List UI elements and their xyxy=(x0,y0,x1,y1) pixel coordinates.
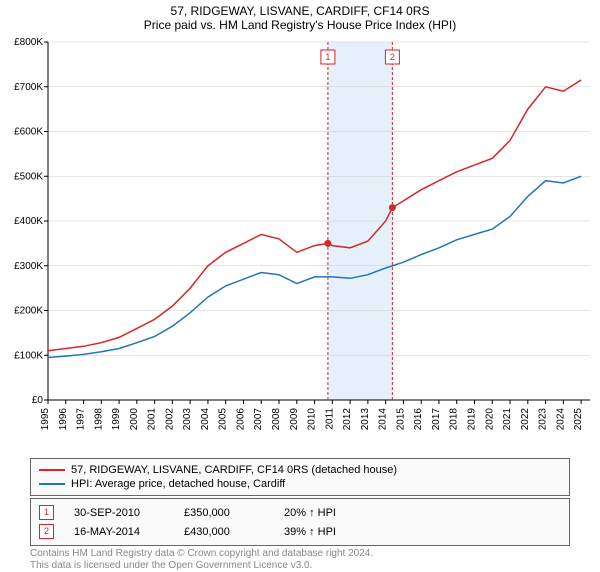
svg-text:£400K: £400K xyxy=(14,216,43,227)
legend-label-hpi: HPI: Average price, detached house, Card… xyxy=(71,478,285,490)
svg-text:2002: 2002 xyxy=(164,408,175,431)
legend-row-property: 57, RIDGEWAY, LISVANE, CARDIFF, CF14 0RS… xyxy=(39,463,561,477)
svg-text:2024: 2024 xyxy=(555,408,566,431)
svg-text:£200K: £200K xyxy=(14,306,43,317)
legend-label-property: 57, RIDGEWAY, LISVANE, CARDIFF, CF14 0RS… xyxy=(71,464,397,476)
svg-text:2009: 2009 xyxy=(289,408,300,431)
chart-subtitle: Price paid vs. HM Land Registry's House … xyxy=(0,18,600,36)
svg-text:2023: 2023 xyxy=(538,408,549,431)
svg-text:£300K: £300K xyxy=(14,261,43,272)
svg-text:2008: 2008 xyxy=(271,408,282,431)
svg-text:2001: 2001 xyxy=(147,408,158,431)
svg-text:2022: 2022 xyxy=(520,408,531,431)
svg-text:1996: 1996 xyxy=(58,408,69,431)
transaction-delta: 39% ↑ HPI xyxy=(284,526,336,538)
transaction-row: 1 30-SEP-2010 £350,000 20% ↑ HPI xyxy=(39,503,561,522)
svg-text:2006: 2006 xyxy=(235,408,246,431)
svg-text:£600K: £600K xyxy=(14,127,43,138)
svg-text:2004: 2004 xyxy=(200,408,211,431)
svg-text:£500K: £500K xyxy=(14,171,43,182)
svg-text:1998: 1998 xyxy=(93,408,104,431)
svg-text:2007: 2007 xyxy=(253,408,264,431)
svg-text:2016: 2016 xyxy=(413,408,424,431)
chart-area: £0 £100K £200K £300K £400K £500K £600K £700K £80… xyxy=(0,36,600,456)
svg-text:2011: 2011 xyxy=(324,408,335,430)
transactions-box: 1 30-SEP-2010 £350,000 20% ↑ HPI 2 16-MA… xyxy=(30,498,570,546)
svg-text:2003: 2003 xyxy=(182,408,193,431)
svg-text:2019: 2019 xyxy=(466,408,477,431)
svg-text:2012: 2012 xyxy=(342,408,353,431)
transaction-date: 30-SEP-2010 xyxy=(74,507,164,519)
svg-text:2017: 2017 xyxy=(431,408,442,431)
transaction-delta: 20% ↑ HPI xyxy=(284,507,336,519)
svg-text:2015: 2015 xyxy=(395,408,406,431)
svg-text:2018: 2018 xyxy=(449,408,460,431)
svg-text:1997: 1997 xyxy=(76,408,87,431)
svg-text:£0: £0 xyxy=(32,395,44,406)
license-text: Contains HM Land Registry data © Crown c… xyxy=(30,548,570,572)
legend-swatch-property xyxy=(39,469,65,471)
svg-text:1: 1 xyxy=(325,52,330,62)
transaction-price: £350,000 xyxy=(184,507,264,519)
transaction-marker: 1 xyxy=(39,505,54,520)
license-line1: Contains HM Land Registry data © Crown c… xyxy=(30,548,570,560)
svg-text:2: 2 xyxy=(390,52,395,62)
license-line2: This data is licensed under the Open Gov… xyxy=(30,560,570,572)
legend-row-hpi: HPI: Average price, detached house, Card… xyxy=(39,477,561,491)
svg-text:2021: 2021 xyxy=(502,408,513,431)
transaction-price: £430,000 xyxy=(184,526,264,538)
svg-text:2013: 2013 xyxy=(360,408,371,431)
chart-title: 57, RIDGEWAY, LISVANE, CARDIFF, CF14 0RS xyxy=(0,0,600,18)
svg-text:1999: 1999 xyxy=(111,408,122,431)
svg-text:2005: 2005 xyxy=(218,408,229,431)
svg-text:£100K: £100K xyxy=(14,350,43,361)
transaction-row: 2 16-MAY-2014 £430,000 39% ↑ HPI xyxy=(39,522,561,541)
svg-text:2000: 2000 xyxy=(129,408,140,431)
legend-box: 57, RIDGEWAY, LISVANE, CARDIFF, CF14 0RS… xyxy=(30,458,570,496)
chart-container: 57, RIDGEWAY, LISVANE, CARDIFF, CF14 0RS… xyxy=(0,0,600,560)
legend-swatch-hpi xyxy=(39,483,65,485)
svg-text:£700K: £700K xyxy=(14,82,43,93)
svg-text:1995: 1995 xyxy=(40,408,51,431)
svg-text:2020: 2020 xyxy=(484,408,495,431)
svg-text:£800K: £800K xyxy=(14,37,43,48)
svg-text:2010: 2010 xyxy=(307,408,318,431)
svg-text:2014: 2014 xyxy=(378,408,389,431)
svg-text:2025: 2025 xyxy=(573,408,584,431)
transaction-marker: 2 xyxy=(39,524,54,539)
line-chart-svg: £0 £100K £200K £300K £400K £500K £600K £700K £80… xyxy=(0,36,600,456)
transaction-date: 16-MAY-2014 xyxy=(74,526,164,538)
